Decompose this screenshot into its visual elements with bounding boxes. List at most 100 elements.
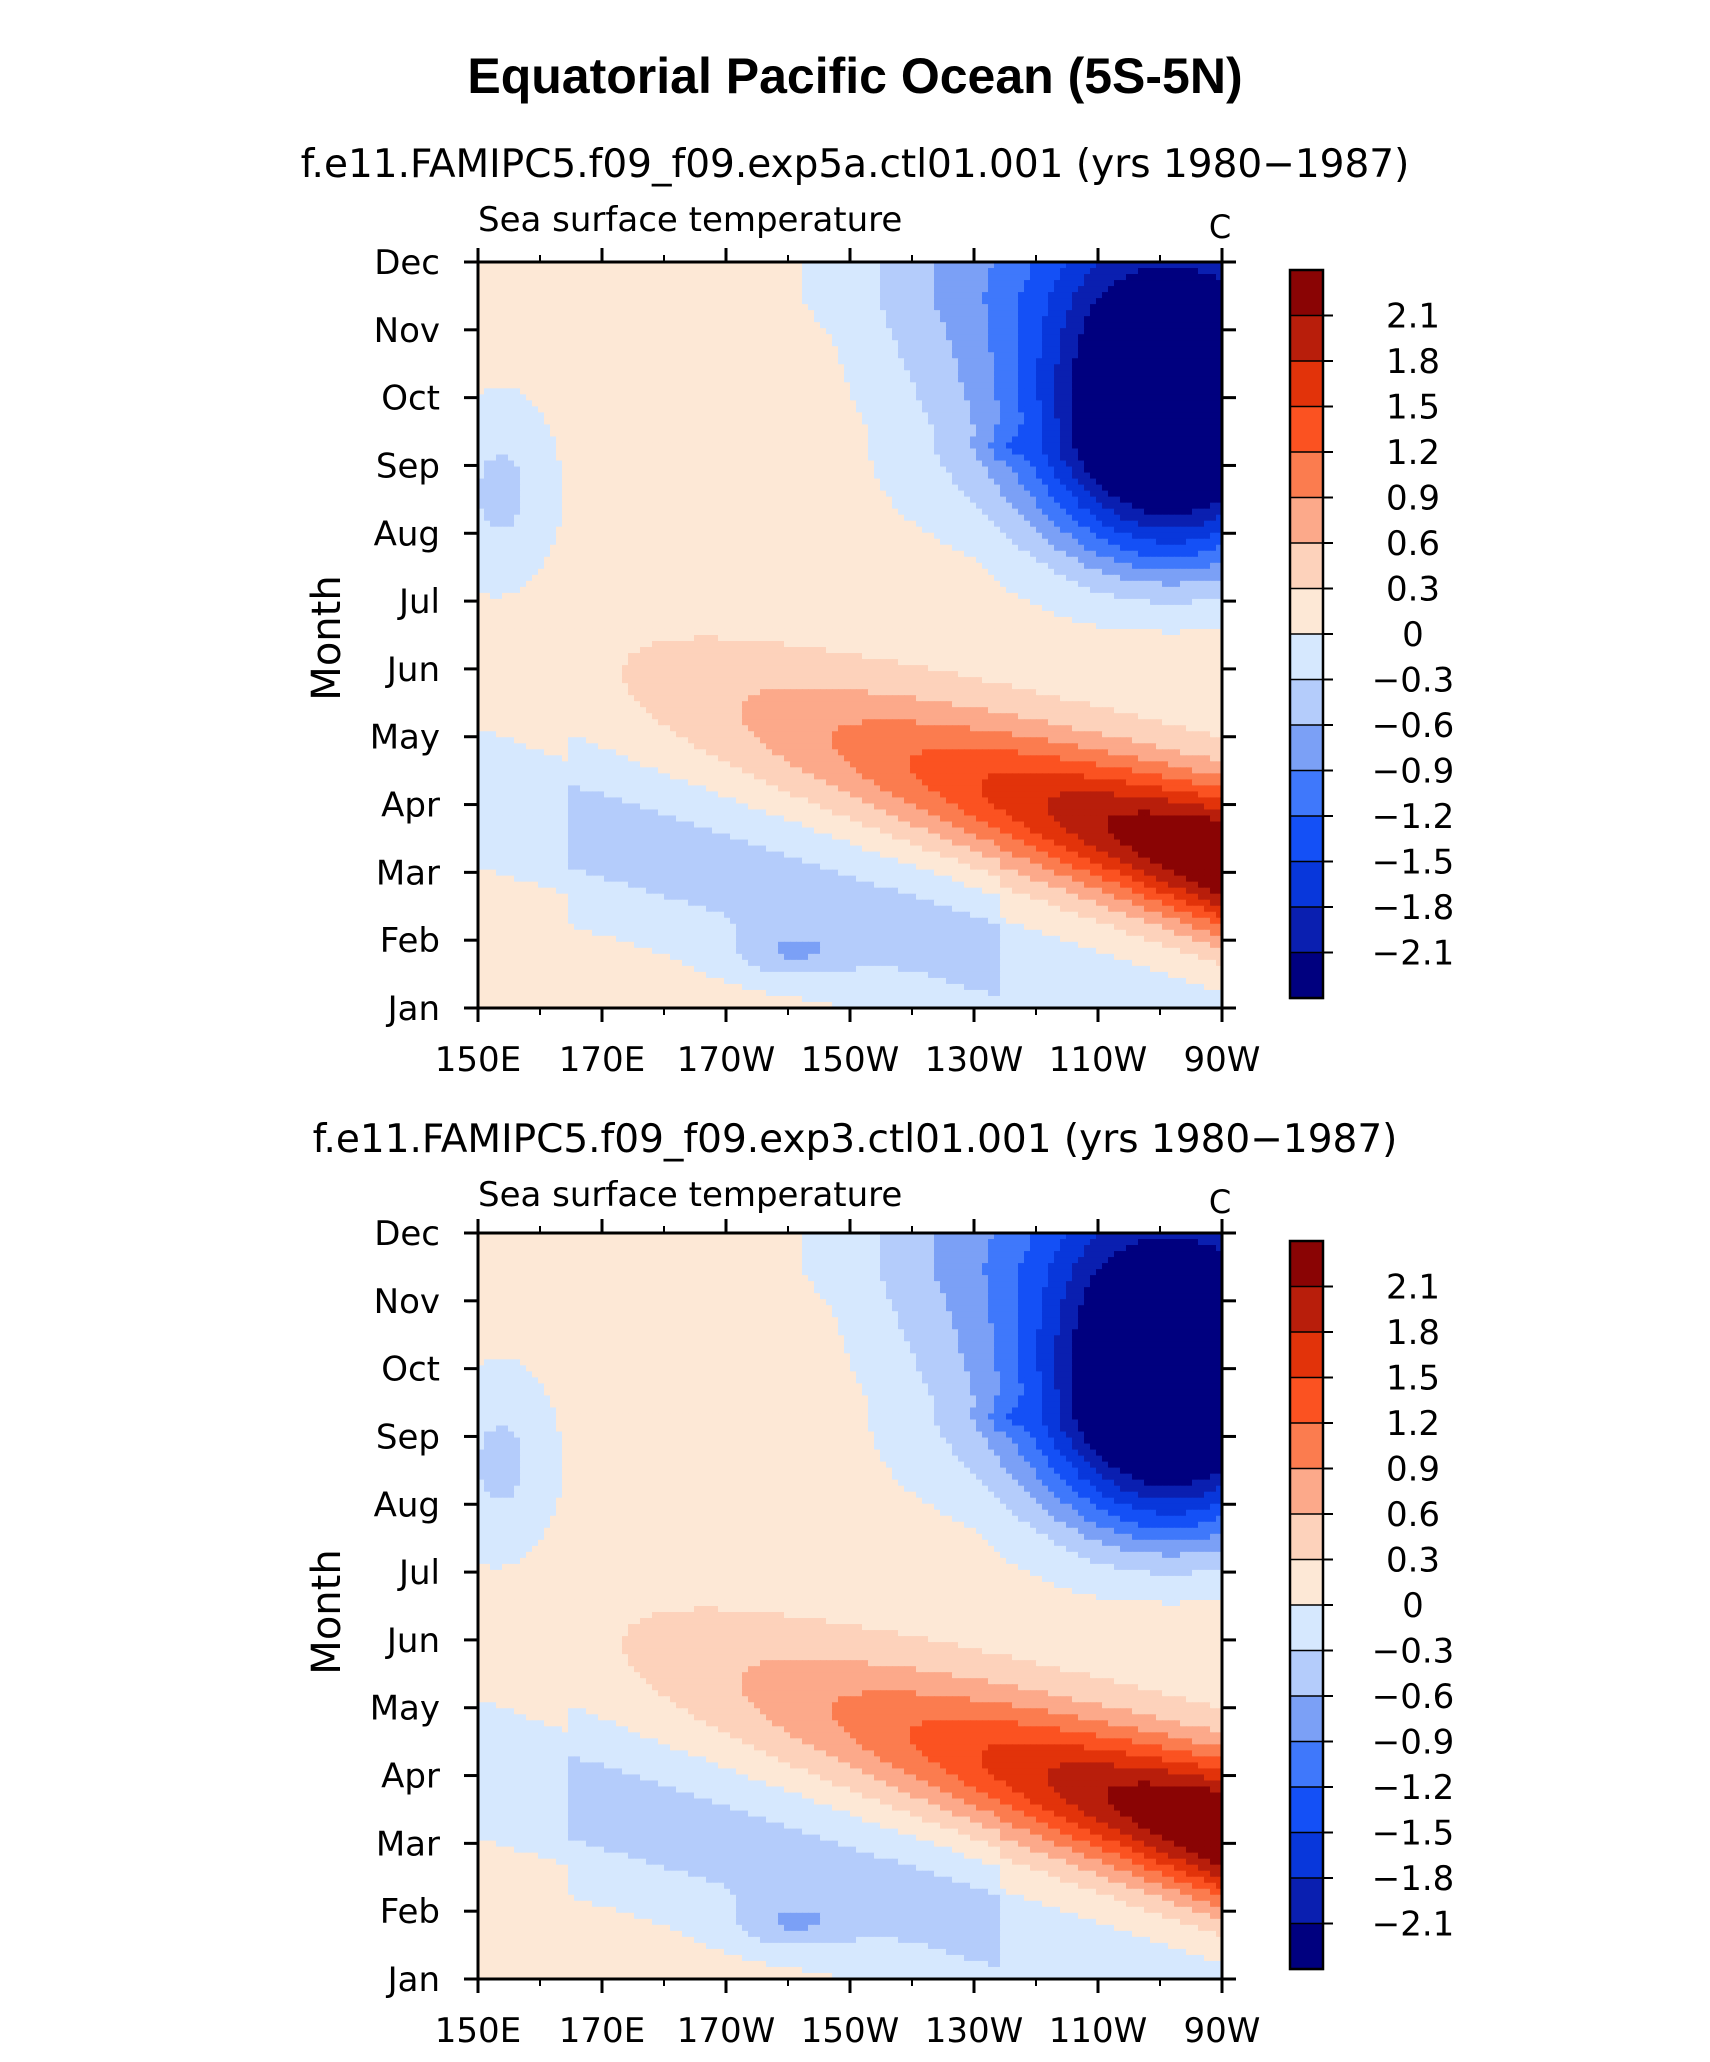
heatmap-cell (604, 388, 611, 395)
heatmap-cell (946, 322, 953, 329)
heatmap-cell (802, 322, 809, 329)
heatmap-cell (1066, 328, 1073, 335)
heatmap-cell (940, 388, 947, 395)
heatmap-cell (652, 400, 659, 407)
heatmap-cell (928, 358, 935, 365)
heatmap-cell (964, 280, 971, 287)
heatmap-cell (538, 466, 545, 474)
heatmap-cell (544, 418, 551, 426)
heatmap-cell (742, 340, 749, 347)
heatmap-cell (736, 352, 743, 359)
heatmap-cell (1030, 328, 1037, 335)
heatmap-cell (520, 376, 527, 383)
heatmap-cell (904, 304, 911, 311)
heatmap-cell (1192, 310, 1199, 317)
heatmap-cell (838, 268, 845, 275)
heatmap-cell (1138, 442, 1145, 450)
heatmap-cell (856, 382, 863, 389)
heatmap-cell (1216, 310, 1222, 317)
heatmap-cell (496, 352, 503, 359)
heatmap-cell (646, 280, 653, 287)
heatmap-cell (706, 310, 713, 317)
heatmap-cell (592, 274, 599, 281)
heatmap-cell (694, 340, 701, 347)
heatmap-cell (724, 280, 731, 287)
heatmap-cell (880, 358, 887, 365)
heatmap-cell (1168, 292, 1175, 299)
heatmap-cell (796, 364, 803, 371)
heatmap-cell (544, 370, 551, 377)
heatmap-cell (1186, 316, 1193, 323)
heatmap-cell (904, 484, 911, 492)
heatmap-cell (730, 442, 737, 450)
heatmap-cell (850, 460, 857, 468)
heatmap-cell (856, 436, 863, 444)
heatmap-cell (724, 340, 731, 347)
heatmap-cell (646, 490, 653, 498)
heatmap-cell (502, 322, 509, 329)
heatmap-cell (580, 472, 587, 480)
heatmap-cell (892, 454, 899, 462)
heatmap-cell (1150, 394, 1157, 401)
heatmap-cell (616, 460, 623, 468)
heatmap-cell (574, 262, 581, 269)
heatmap-cell (994, 382, 1001, 389)
heatmap-cell (760, 328, 767, 335)
heatmap-cell (1126, 490, 1133, 498)
heatmap-cell (1078, 448, 1085, 456)
heatmap-cell (946, 358, 953, 365)
heatmap-cell (1072, 382, 1079, 389)
heatmap-cell (802, 370, 809, 377)
heatmap-cell (1048, 352, 1055, 359)
heatmap-cell (670, 442, 677, 450)
heatmap-cell (838, 298, 845, 305)
heatmap-cell (1216, 442, 1222, 450)
heatmap-cell (1030, 478, 1037, 486)
heatmap-cell (886, 388, 893, 395)
heatmap-cell (1132, 484, 1139, 492)
heatmap-cell (850, 268, 857, 275)
heatmap-cell (1018, 412, 1025, 420)
heatmap-cell (532, 358, 539, 365)
heatmap-cell (952, 262, 959, 269)
heatmap-cell (952, 376, 959, 383)
heatmap-cell (520, 304, 527, 311)
heatmap-cell (526, 448, 533, 456)
heatmap-cell (532, 352, 539, 359)
heatmap-cell (670, 496, 677, 504)
heatmap-cell (682, 364, 689, 371)
heatmap-cell (844, 400, 851, 407)
heatmap-cell (838, 328, 845, 335)
heatmap-cell (526, 418, 533, 426)
heatmap-cell (778, 490, 785, 498)
heatmap-cell (772, 298, 779, 305)
heatmap-cell (532, 490, 539, 498)
heatmap-cell (586, 376, 593, 383)
heatmap-cell (1084, 322, 1091, 329)
heatmap-cell (748, 496, 755, 504)
heatmap-cell (718, 430, 725, 438)
heatmap-cell (910, 262, 917, 269)
heatmap-cell (1210, 376, 1217, 383)
heatmap-cell (610, 418, 617, 426)
heatmap-cell (1120, 460, 1127, 468)
heatmap-cell (574, 370, 581, 377)
heatmap-cell (532, 412, 539, 420)
heatmap-cell (670, 382, 677, 389)
heatmap-cell (808, 406, 815, 414)
heatmap-cell (796, 490, 803, 498)
heatmap-cell (700, 262, 707, 269)
heatmap-cell (898, 322, 905, 329)
heatmap-cell (550, 466, 557, 474)
heatmap-cell (484, 304, 491, 311)
heatmap-cell (700, 424, 707, 432)
heatmap-cell (1078, 316, 1085, 323)
heatmap-cell (844, 454, 851, 462)
heatmap-cell (490, 430, 497, 438)
heatmap-cell (1144, 490, 1151, 498)
heatmap-cell (808, 262, 815, 269)
heatmap-cell (994, 310, 1001, 317)
heatmap-cell (502, 484, 509, 492)
heatmap-cell (622, 292, 629, 299)
heatmap-cell (538, 346, 545, 353)
